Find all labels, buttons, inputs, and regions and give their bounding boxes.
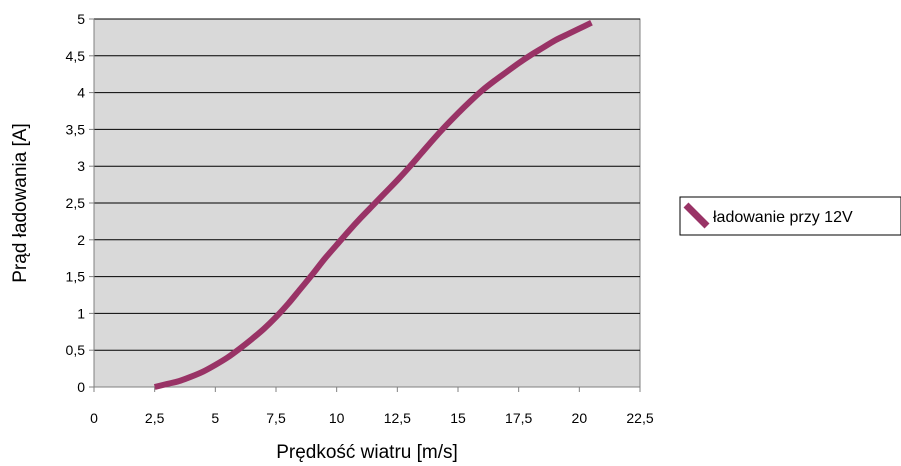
y-tick-label: 5	[77, 11, 85, 27]
y-tick-label: 2	[77, 232, 85, 248]
x-tick-labels: 0 2,5 5 7,5 10 12,5 15 17,5 20 22,5	[90, 410, 654, 426]
legend-label: ładowanie przy 12V	[713, 209, 853, 226]
x-tick-label: 0	[90, 410, 98, 426]
gridlines	[94, 18, 640, 351]
y-tick-label: 0,5	[66, 342, 86, 358]
y-tick-label: 3,5	[66, 121, 86, 137]
y-tick-label: 0	[77, 379, 85, 395]
x-tick-label: 22,5	[626, 410, 653, 426]
x-axis-title: Prędkość wiatru [m/s]	[276, 442, 458, 463]
legend-box	[679, 196, 901, 236]
series-line-0	[153, 19, 593, 390]
axes	[89, 18, 641, 392]
y-tick-label: 3	[77, 158, 85, 174]
y-tick-labels: 0 0,5 1 1,5 2 2,5 3 3,5 4 4,5 5	[66, 11, 86, 395]
x-tick-label: 10	[329, 410, 345, 426]
x-tick-label: 2,5	[145, 410, 165, 426]
x-tick-label: 12,5	[384, 410, 411, 426]
y-tick-label: 4	[77, 85, 85, 101]
y-tick-label: 2,5	[66, 195, 86, 211]
y-tick-label: 4,5	[66, 48, 86, 64]
y-tick-label: 1,5	[66, 269, 86, 285]
x-tick-label: 15	[450, 410, 466, 426]
y-axis-title: Prąd ładowania [A]	[10, 123, 31, 283]
legend: ładowanie przy 12V	[679, 196, 901, 236]
x-tick-label: 5	[211, 410, 219, 426]
x-tick-label: 7,5	[266, 410, 286, 426]
x-tick-label: 20	[572, 410, 588, 426]
legend-swatch	[683, 202, 710, 229]
x-tick-label: 17,5	[505, 410, 532, 426]
series-group	[153, 19, 593, 390]
y-tick-label: 1	[77, 305, 85, 321]
